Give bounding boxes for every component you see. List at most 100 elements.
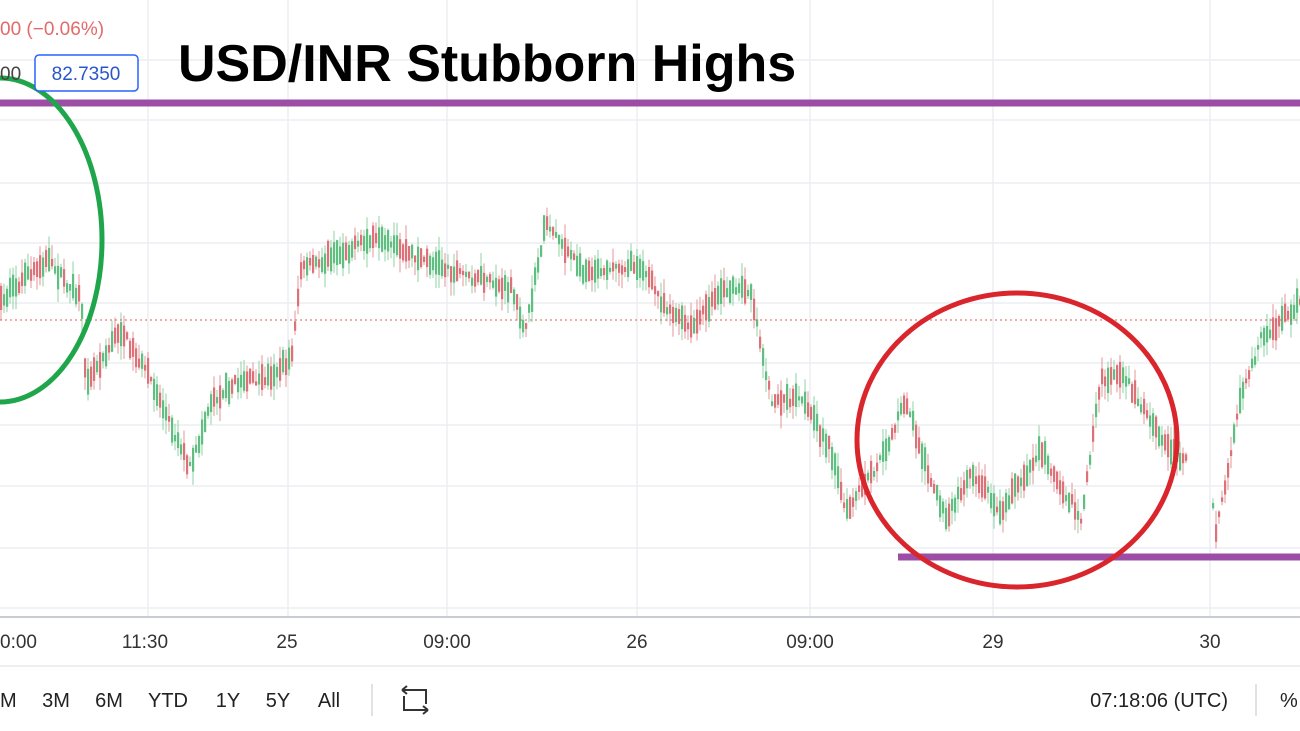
candle-part: [1257, 345, 1260, 350]
candle-part: [534, 267, 537, 285]
candle-part: [1272, 317, 1275, 341]
candle-part: [261, 364, 264, 390]
candle-part: [702, 305, 705, 315]
compare-icon[interactable]: [401, 685, 429, 715]
candle-part: [1095, 403, 1098, 418]
candle-part: [516, 294, 519, 310]
range-button[interactable]: 1Y: [216, 690, 240, 712]
candle-part: [303, 260, 306, 270]
candle-part: [900, 402, 903, 415]
candle-part: [444, 263, 447, 278]
candle-part: [1134, 380, 1137, 405]
candle-part: [1101, 368, 1104, 385]
candle-part: [1155, 416, 1158, 438]
candle-part: [804, 391, 807, 414]
range-button[interactable]: M: [0, 690, 17, 712]
candle-part: [426, 248, 429, 268]
candle-part: [531, 288, 534, 312]
candle-part: [624, 267, 627, 272]
candle-part: [735, 287, 738, 295]
candle-part: [468, 271, 471, 279]
candle-part: [633, 261, 636, 274]
candle-part: [144, 364, 147, 371]
candle-part: [642, 261, 645, 281]
candle-part: [828, 435, 831, 450]
candle-part: [225, 373, 228, 399]
candle-part: [3, 294, 6, 306]
candle-part: [732, 276, 735, 294]
candle-part: [405, 239, 408, 262]
candle-part: [351, 241, 354, 258]
candle-part: [726, 288, 729, 298]
candle-part: [282, 350, 285, 373]
candle-part: [147, 357, 150, 384]
candle-part: [1149, 415, 1152, 427]
candle-part: [1110, 367, 1113, 385]
candle-part: [423, 256, 426, 263]
candle-part: [849, 496, 852, 519]
range-button[interactable]: All: [318, 690, 340, 712]
candle-part: [1032, 457, 1035, 471]
candle-part: [909, 411, 912, 418]
candle-part: [1227, 463, 1230, 478]
range-button[interactable]: 6M: [95, 690, 123, 712]
candle-part: [621, 265, 624, 275]
range-button[interactable]: YTD: [148, 690, 188, 712]
candle-part: [1002, 501, 1005, 520]
candle-part: [435, 251, 438, 275]
candle-part: [213, 387, 216, 407]
candle-part: [1086, 471, 1089, 483]
candle-part: [219, 385, 222, 409]
candle-part: [1146, 410, 1149, 419]
candle-part: [1140, 404, 1143, 413]
candle-part: [888, 437, 891, 452]
candle-part: [990, 492, 993, 509]
candle-part: [747, 289, 750, 297]
candle-part: [135, 348, 138, 368]
candle-part: [207, 406, 210, 416]
candle-part: [171, 417, 174, 443]
candle-part: [312, 254, 315, 273]
candle-part: [987, 486, 990, 493]
candle-part: [483, 272, 486, 293]
candle-part: [453, 266, 456, 283]
candle-part: [789, 398, 792, 408]
candle-part: [948, 503, 951, 527]
candle-part: [918, 437, 921, 454]
candle-part: [585, 259, 588, 283]
candle-part: [1092, 425, 1095, 442]
range-button[interactable]: 5Y: [266, 690, 290, 712]
candle-part: [612, 262, 615, 272]
candle-part: [123, 325, 126, 347]
candle-part: [324, 253, 327, 274]
candle-part: [1215, 524, 1218, 542]
range-button[interactable]: 3M: [42, 690, 70, 712]
candle-part: [63, 269, 66, 287]
candle-part: [762, 348, 765, 366]
candle-part: [945, 507, 948, 530]
candle-part: [801, 396, 804, 404]
candle-part: [270, 366, 273, 390]
candle-part: [273, 364, 276, 387]
candle-part: [1260, 332, 1263, 339]
candle-part: [1281, 305, 1284, 331]
candle-part: [609, 267, 612, 272]
candle-part: [867, 472, 870, 481]
candle-part: [1020, 477, 1023, 487]
candle-part: [513, 289, 516, 305]
candle-part: [684, 314, 687, 332]
candle-part: [756, 319, 759, 327]
candle-part: [288, 347, 291, 370]
candle-part: [306, 257, 309, 276]
candle-part: [432, 257, 435, 271]
candle-part: [1125, 376, 1128, 387]
percent-toggle[interactable]: %: [1280, 690, 1298, 712]
candle-part: [222, 390, 225, 399]
candle-part: [678, 309, 681, 324]
candle-part: [594, 259, 597, 283]
candle-part: [645, 271, 648, 278]
candle-part: [1014, 473, 1017, 497]
candle-part: [738, 283, 741, 294]
candle-part: [1011, 478, 1014, 504]
candle-part: [48, 247, 51, 272]
